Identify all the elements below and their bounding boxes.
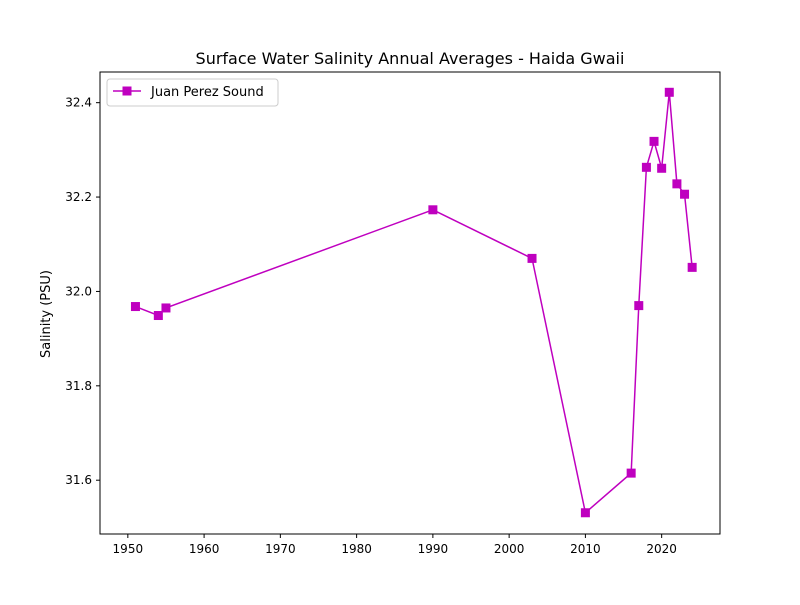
x-tick-label: 1990: [418, 542, 449, 556]
y-tick-label: 32.2: [65, 190, 92, 204]
legend-label-juan-perez-sound: Juan Perez Sound: [150, 85, 264, 100]
plot-area-frame: [99, 71, 721, 535]
data-point: [634, 301, 644, 311]
y-tick-label: 32.0: [65, 284, 92, 298]
data-point: [130, 302, 140, 312]
y-tick-label: 31.6: [65, 473, 92, 487]
series-layer: [130, 87, 697, 518]
data-point: [626, 468, 636, 478]
axis-ticks: 1950 1960 1970 1980 1990 2000 2010 2020 31.6 31.8…: [65, 96, 677, 556]
y-tick-label: 32.4: [65, 96, 92, 110]
data-point: [428, 205, 438, 215]
data-point: [649, 136, 659, 146]
x-tick-label: 1980: [341, 542, 372, 556]
x-tick-label: 2010: [570, 542, 601, 556]
data-point: [580, 508, 590, 518]
data-point: [657, 163, 667, 173]
data-point: [664, 87, 674, 97]
legend: Juan Perez Sound: [106, 78, 279, 107]
data-point: [687, 262, 697, 272]
data-point: [680, 189, 690, 199]
data-point: [153, 311, 163, 321]
data-point: [641, 162, 651, 172]
x-tick-label: 1950: [113, 542, 144, 556]
data-point: [527, 253, 537, 263]
y-tick-label: 31.8: [65, 379, 92, 393]
y-axis-label: Salinity (PSU): [39, 270, 54, 358]
data-point: [672, 179, 682, 189]
legend-box: [106, 78, 279, 107]
data-point: [161, 303, 171, 313]
x-tick-label: 1960: [189, 542, 220, 556]
x-tick-label: 2000: [494, 542, 525, 556]
x-tick-label: 1970: [265, 542, 296, 556]
x-tick-label: 2020: [646, 542, 677, 556]
legend-square-marker: [122, 86, 132, 96]
chart-title: Surface Water Salinity Annual Averages -…: [196, 49, 625, 68]
